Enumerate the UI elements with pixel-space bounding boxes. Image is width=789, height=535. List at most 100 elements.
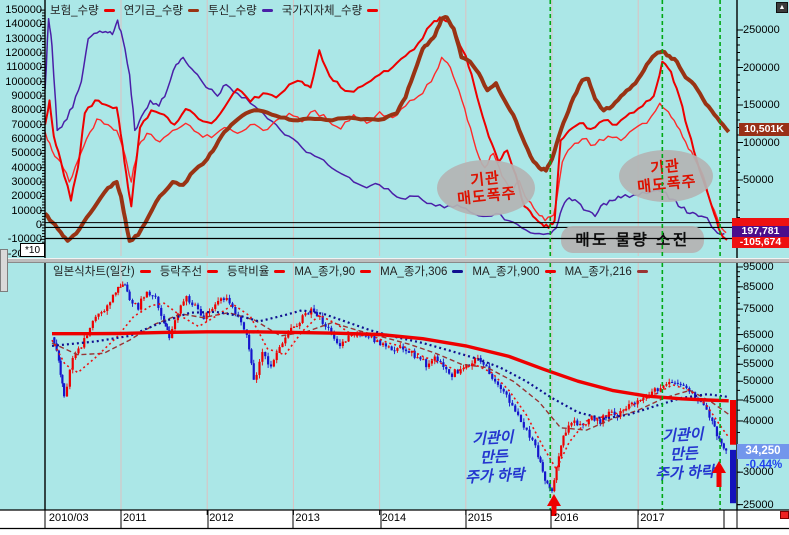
bottom-legend-item: MA_종가,216 [565,263,648,279]
bottom-right-axis-label: 25000 [743,498,774,511]
bottom-legend-label: MA_종가,90 [294,266,356,278]
institution-sell-note: 매도폭주 [637,173,698,196]
top-legend-swatch-icon [261,8,273,12]
institution-sell-note: 매도폭주 [457,185,518,208]
top-left-axis-label: 100000 [5,75,42,88]
panel-corner-button[interactable]: ▲ [776,2,788,13]
institution-sell-note: 기관 [469,170,500,190]
top-legend-label: 보험_수량 [50,5,99,17]
date-label: 2017 [640,512,665,524]
top-left-axis-label: -10000 [7,233,42,246]
bottom-legend-swatch-icon [139,269,151,273]
price-drop-note-0: 기관이 [472,429,516,448]
bottom-legend-label: 등락주선 [159,266,203,278]
bottom-right-axis-label: 55000 [743,358,774,371]
top-legend-swatch-icon [103,8,115,12]
top-legend-swatch-icon [367,8,379,12]
bottom-right-axis-label: 95000 [743,261,774,273]
bottom-right-axis-label: 65000 [743,328,774,341]
bottom-legend-label: 일본식차트(일간) [53,266,135,278]
top-left-axis-label: 80000 [11,104,42,117]
top-left-axis-label: 40000 [11,161,42,174]
top-series-group [45,15,731,243]
bottom-legend-swatch-icon [274,269,286,273]
top-left-axis-label: 140000 [5,18,42,31]
date-label: 2014 [381,512,407,524]
price-drop-note-1: 기관이 [662,426,706,445]
top-legend-item: 연기금_수량 [123,2,200,18]
bottom-legend-item: MA_종가,900 [472,263,556,279]
top-left-axis-label: 150000 [5,4,42,17]
ma-line-MA_종가,900 [52,330,729,403]
price-tag-tushin: 197,781 [732,226,789,237]
top-legend-label: 투신_수량 [208,5,257,17]
top-right-axis-label: 50000 [743,174,774,186]
up-arrow-0 [547,494,561,516]
top-right-axis-label: 150000 [743,99,780,111]
bottom-right-axis-label: 30000 [743,466,774,479]
date-label: 2015 [467,512,493,524]
top-left-axis-label: 90000 [11,90,42,103]
date-label: 2013 [295,512,320,524]
bottom-legend-label: 등락비율 [227,266,270,278]
bottom-panel-legend: 일본식차트(일간) 등락주선 등락비율 MA_종가,90 MA_종가,306 MA_종가,… [53,263,657,279]
date-label: 2011 [123,512,147,524]
bottom-legend-swatch-icon [636,269,648,273]
price-tag-pension: 10,501K [739,123,789,136]
sell-exhaust-text: 매도 물량 소진 [575,230,689,249]
change-percent-label: -0.44% [745,459,783,471]
top-left-axis-label: 130000 [5,32,42,45]
bottom-legend-label: MA_종가,216 [564,266,632,278]
date-label: 2010/03 [48,512,89,524]
top-legend-item: 투신_수량 [208,2,273,18]
top-left-axis-label: 10000 [11,204,42,217]
top-left-axis-label: 20000 [11,190,42,203]
bottom-legend-item: 등락비율 [227,263,286,279]
top-left-axis-label: 60000 [11,133,42,146]
bottom-legend-item: 등락주선 [159,263,219,279]
bottom-panel-plot-area[interactable] [45,263,737,510]
series-보험_수량 [45,16,728,241]
top-right-axis-label: 200000 [743,61,780,74]
bottom-legend-item: MA_종가,306 [380,263,464,279]
institution-sell-note: 기관 [649,158,680,178]
top-right-axis-label: 250000 [743,24,780,36]
bottom-right-axis-label: 50000 [743,375,774,388]
top-left-axis-label: 70000 [11,118,42,131]
top-left-axis-label: 30000 [11,176,42,189]
bottom-legend-item: 일본식차트(일간) [53,263,151,279]
top-legend-swatch-icon [188,8,200,12]
top-panel-plot-area[interactable] [45,0,737,256]
bottom-right-axis-label: 60000 [743,342,774,355]
scroll-end-indicator[interactable] [780,511,789,519]
top-legend-item: 국가지자체_수량 [282,2,379,18]
top-left-axis-label: 120000 [5,47,42,60]
top-legend-label: 연기금_수량 [123,5,184,17]
current-price-tag: 34,250 [737,444,789,459]
bottom-right-axis-label: 45000 [743,394,774,406]
price-tag-clipped [732,218,789,226]
top-right-axis-label: 100000 [743,136,780,149]
annotation-ellipse-1 [619,150,713,202]
top-panel-legend: 보험_수량 연기금_수량 투신_수량 국가지자체_수량 [50,2,387,18]
bottom-right-axis-label: 40000 [743,414,774,427]
series-투신_수량 [45,17,725,236]
panel-splitter[interactable] [0,258,789,263]
price-drop-note-1: 만든 [670,445,700,463]
bottom-legend-swatch-icon [544,269,556,273]
bottom-legend-swatch-icon [207,269,219,273]
bottom-legend-swatch-icon [452,269,464,273]
bottom-candles-group [51,281,730,493]
date-label: 2016 [554,512,579,524]
sell-exhaust-box [561,226,704,253]
ma-line-MA_종가,216 [51,312,730,431]
price-drop-note-0: 주가 하락 [465,466,527,486]
series-연기금_수량 [45,15,731,243]
price-drop-note-0: 만든 [480,448,510,466]
top-left-axis-label: 110000 [6,61,42,74]
axis-multiplier-badge: *10 [20,243,45,257]
top-left-axis-label: 50000 [11,147,42,160]
